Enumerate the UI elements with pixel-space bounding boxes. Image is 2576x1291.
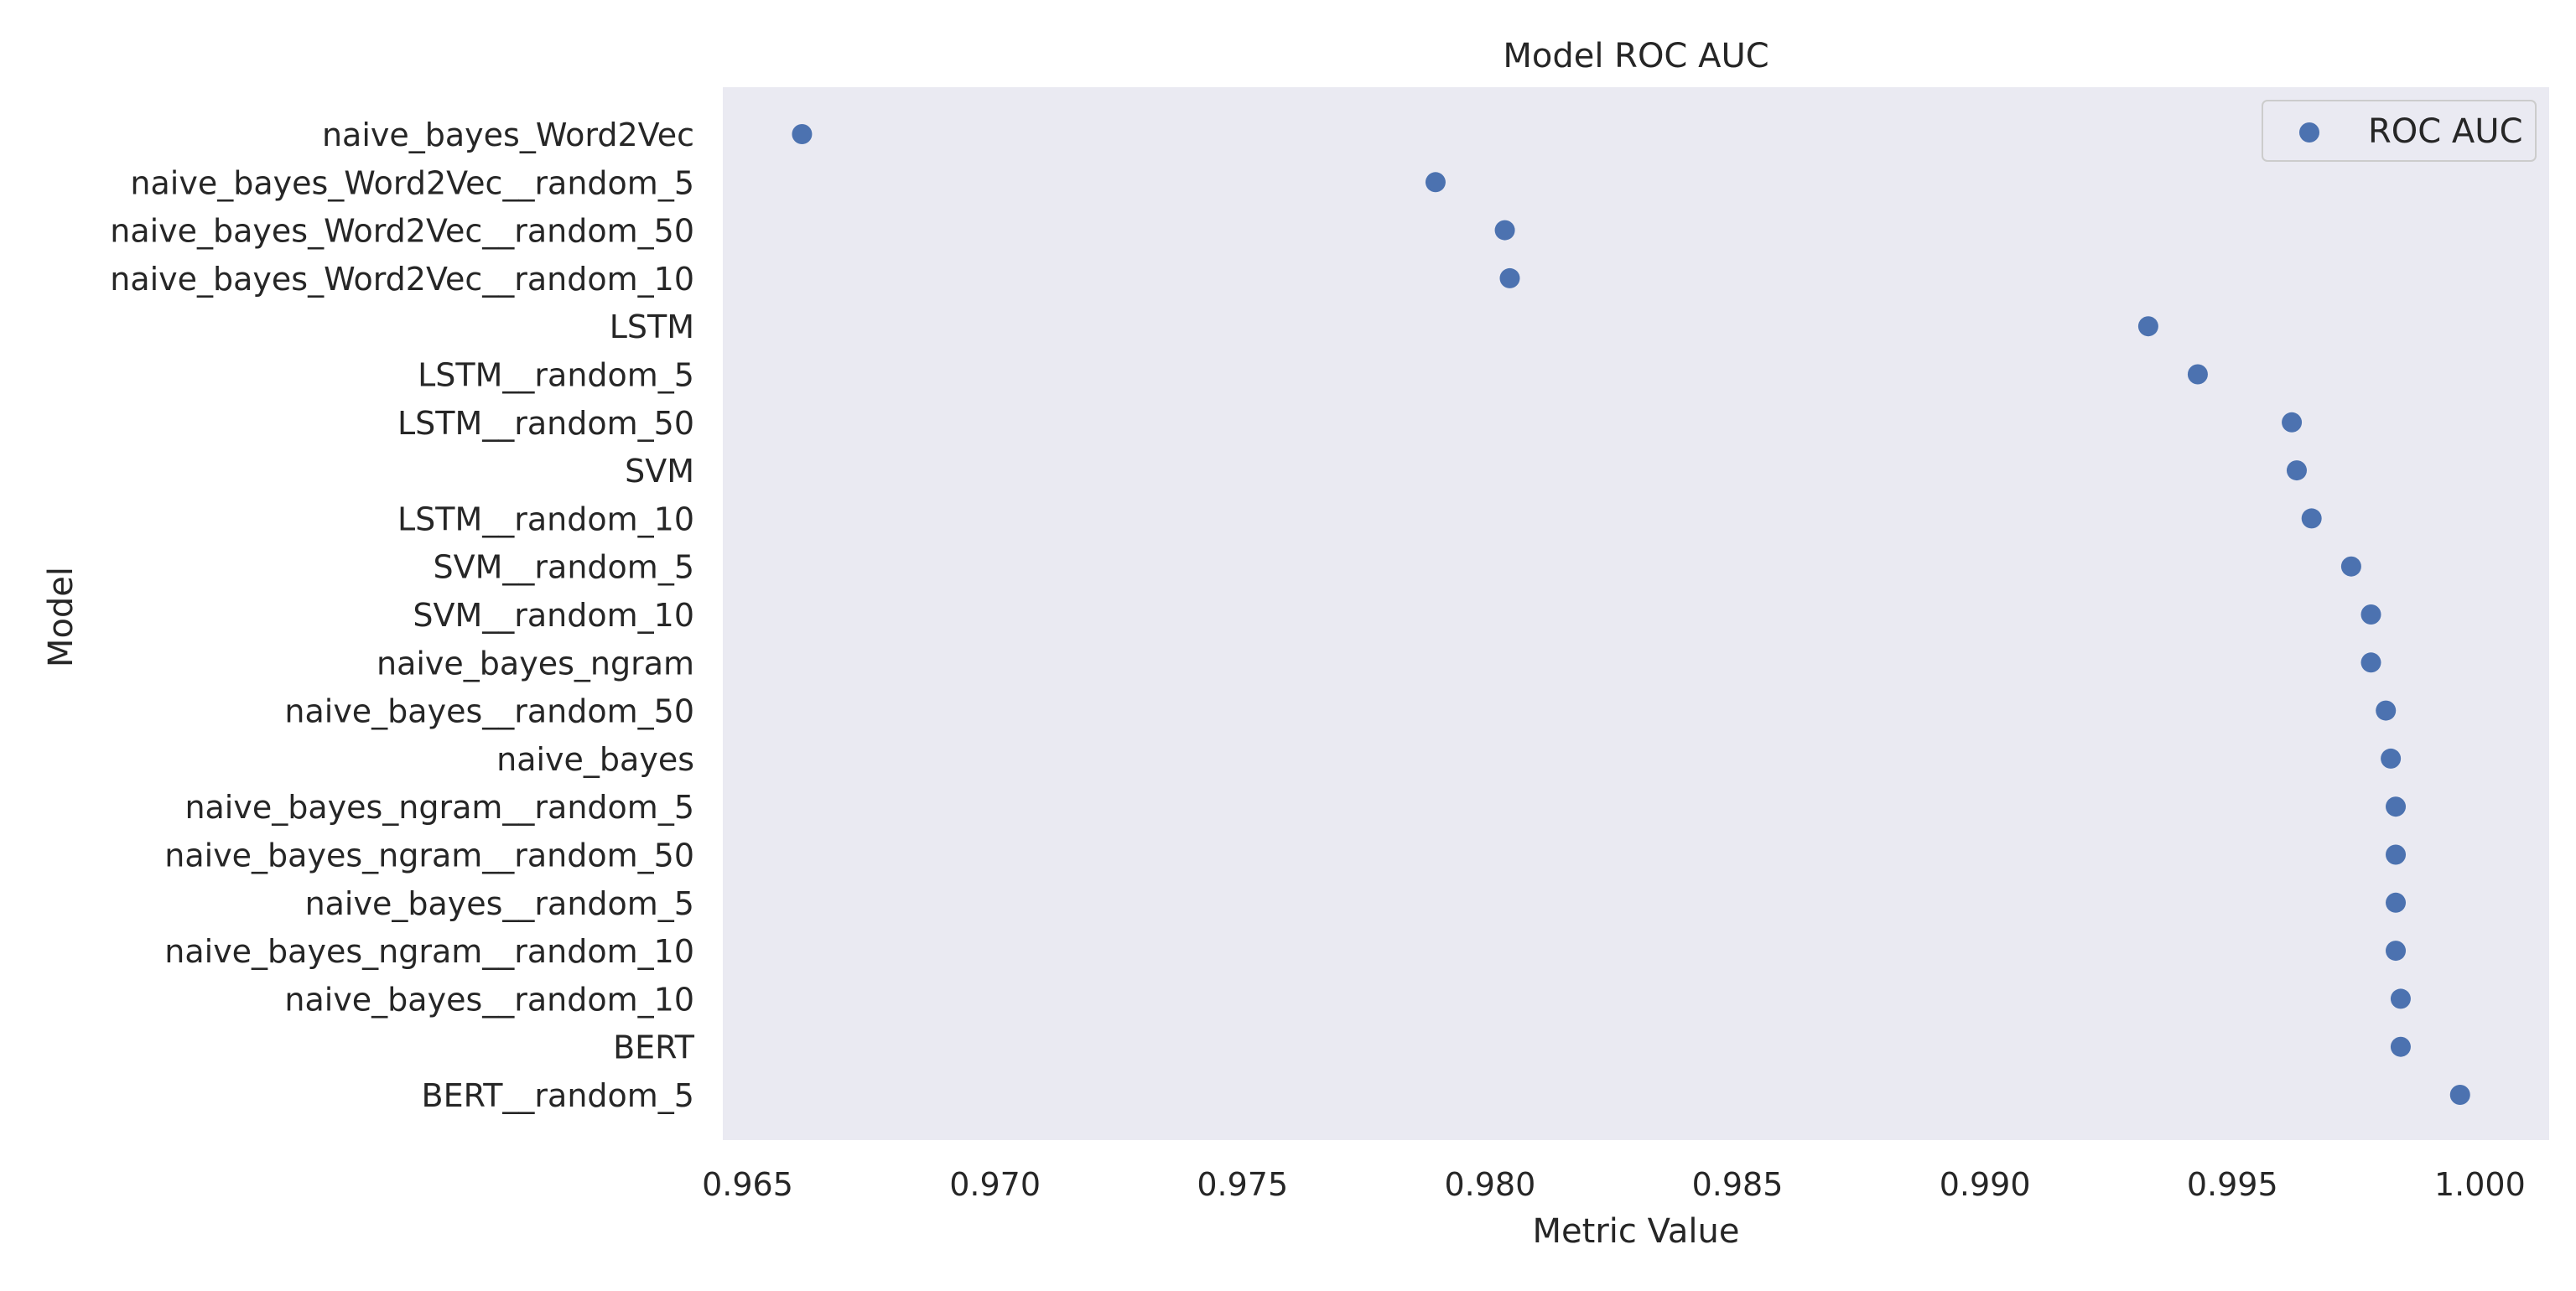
legend: ROC AUC [2262, 100, 2537, 162]
x-tick-label: 0.995 [2187, 1166, 2278, 1203]
y-tick-label: naive_bayes [496, 741, 694, 778]
y-tick-label: naive_bayes_ngram [377, 645, 694, 682]
y-tick-label: SVM [625, 453, 694, 490]
y-tick-label: BERT__random_5 [422, 1077, 695, 1114]
x-tick-label: 1.000 [2434, 1166, 2526, 1203]
data-point [1425, 172, 1446, 193]
y-tick-label: naive_bayes_Word2Vec__random_50 [110, 213, 694, 250]
y-tick-label: naive_bayes_Word2Vec__random_5 [130, 164, 694, 201]
x-tick-label: 0.985 [1692, 1166, 1784, 1203]
x-tick-label: 0.970 [949, 1166, 1041, 1203]
y-tick-label: naive_bayes_ngram__random_50 [164, 837, 694, 874]
x-tick-label: 0.980 [1444, 1166, 1535, 1203]
y-tick-labels: naive_bayes_Word2Vec naive_bayes_Word2Vec… [110, 117, 695, 1114]
data-point [2386, 844, 2407, 865]
y-tick-label: SVM__random_5 [434, 549, 694, 586]
legend-marker [2299, 122, 2319, 143]
y-tick-label: SVM__random_10 [413, 597, 694, 634]
y-tick-label: naive_bayes_Word2Vec__random_10 [110, 261, 694, 298]
y-tick-label: naive_bayes_ngram__random_10 [164, 933, 694, 970]
x-tick-label: 0.990 [1940, 1166, 2031, 1203]
y-tick-label: LSTM__random_10 [397, 500, 694, 537]
data-point [2390, 1036, 2411, 1057]
y-tick-label: naive_bayes_ngram__random_5 [184, 789, 694, 826]
data-point [2282, 412, 2303, 433]
y-tick-label: naive_bayes__random_10 [284, 981, 694, 1018]
y-tick-label: LSTM__random_5 [418, 357, 694, 394]
data-point [2386, 796, 2407, 817]
data-point [2360, 652, 2381, 673]
plot-area [723, 87, 2549, 1140]
data-point [2286, 460, 2307, 481]
x-tick-labels: 0.965 0.970 0.975 0.980 0.985 0.990 0.995 1.000 [702, 1166, 2526, 1203]
data-point [2340, 556, 2361, 577]
legend-label: ROC AUC [2368, 112, 2523, 151]
y-tick-label: naive_bayes__random_5 [305, 885, 694, 922]
y-axis-label: Model [42, 567, 80, 667]
data-point [2301, 508, 2322, 529]
data-point [2381, 748, 2402, 769]
x-tick-label: 0.975 [1197, 1166, 1288, 1203]
data-point [2360, 604, 2381, 625]
y-tick-label: naive_bayes__random_50 [284, 693, 694, 730]
data-point [2390, 988, 2411, 1009]
data-point [2449, 1085, 2470, 1105]
y-tick-label: LSTM__random_50 [397, 405, 694, 442]
y-tick-label: naive_bayes_Word2Vec [322, 117, 694, 153]
data-point [2386, 892, 2407, 913]
data-point [2137, 316, 2158, 337]
y-tick-label: BERT [613, 1029, 695, 1066]
data-point [2376, 700, 2397, 721]
x-tick-label: 0.965 [702, 1166, 793, 1203]
chart-title: Model ROC AUC [1503, 37, 1768, 75]
data-point [2386, 941, 2407, 962]
data-point [792, 124, 813, 144]
x-axis-label: Metric Value [1533, 1212, 1740, 1251]
legend-box [2262, 100, 2537, 162]
data-points [792, 124, 2470, 1105]
data-point [1494, 220, 1515, 241]
data-point [2187, 364, 2208, 385]
data-point [1499, 267, 1520, 288]
y-tick-label: LSTM [610, 308, 694, 345]
